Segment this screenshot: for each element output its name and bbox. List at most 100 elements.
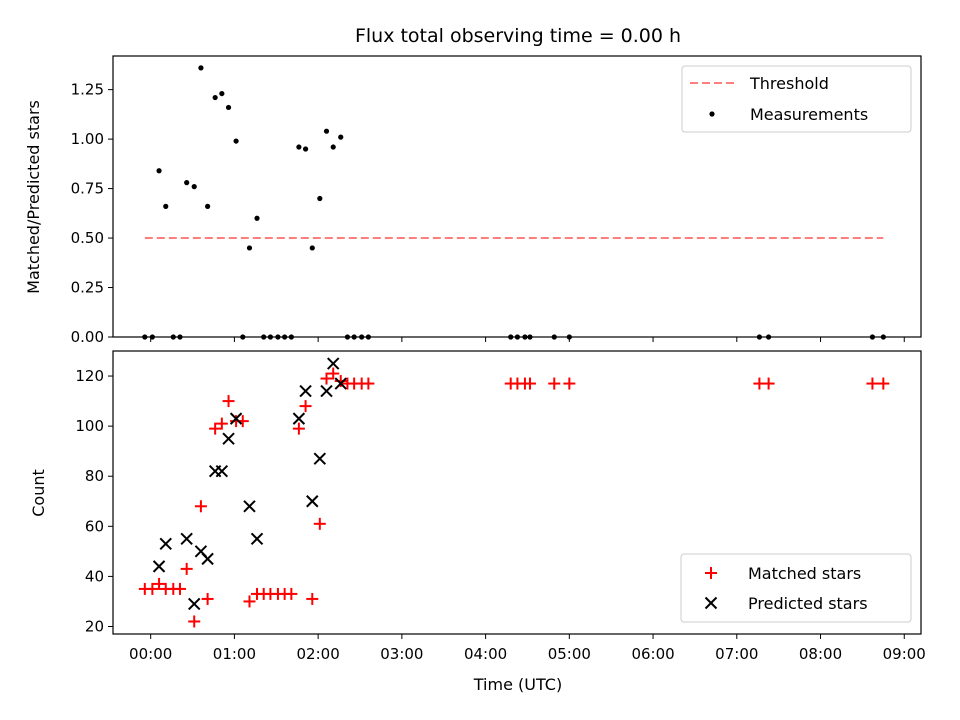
matched-star-point bbox=[866, 377, 879, 390]
top-axes: 0.00 0.25 0.50 0.75 1.00 1.25 Matched/Predict… bbox=[24, 55, 922, 346]
measurement-point bbox=[309, 245, 315, 251]
measurement-point bbox=[317, 195, 323, 202]
measurement-point bbox=[184, 180, 190, 186]
legend-threshold-label: Threshold bbox=[749, 74, 829, 93]
x-tick-label: 07:00 bbox=[715, 645, 758, 663]
predicted-star-point bbox=[250, 532, 264, 546]
predicted-star-point bbox=[334, 377, 347, 390]
predicted-star-point bbox=[215, 465, 229, 478]
matched-star-point bbox=[209, 422, 222, 435]
legend-measurements-label: Measurements bbox=[750, 105, 868, 124]
measurement-point bbox=[296, 144, 302, 150]
x-tick-label: 01:00 bbox=[213, 645, 256, 663]
measurement-point bbox=[163, 203, 169, 209]
x-tick-label: 00:00 bbox=[129, 645, 172, 663]
matched-star-point bbox=[194, 500, 207, 513]
bottom-y-tick-label: 40 bbox=[85, 567, 104, 585]
measurement-point bbox=[233, 138, 239, 144]
x-tick-label: 03:00 bbox=[380, 645, 423, 663]
measurement-point bbox=[191, 184, 197, 190]
measurement-point bbox=[198, 65, 204, 71]
predicted-star-point bbox=[243, 500, 256, 513]
matched-star-point bbox=[180, 562, 193, 575]
matched-star-point bbox=[201, 592, 214, 605]
top-y-tick-label: 0.50 bbox=[71, 229, 104, 247]
bottom-axes: 00:00 01:00 02:00 03:00 04:00 05:00 06:00 07:00… bbox=[29, 350, 926, 694]
x-axis-label: Time (UTC) bbox=[473, 675, 562, 694]
predicted-star-point bbox=[327, 357, 340, 370]
measurement-point bbox=[205, 203, 211, 209]
predicted-star-point bbox=[299, 384, 312, 398]
measurement-point bbox=[212, 94, 218, 101]
matched-star-point bbox=[243, 595, 256, 608]
legend-matched-label: Matched stars bbox=[748, 564, 861, 583]
matched-star-point bbox=[146, 582, 159, 595]
matched-star-point bbox=[173, 582, 186, 595]
matched-star-point bbox=[362, 377, 375, 390]
measurement-point bbox=[225, 104, 232, 111]
matched-star-point bbox=[563, 377, 576, 390]
x-tick-label: 08:00 bbox=[799, 645, 842, 663]
matched-star-point bbox=[285, 587, 298, 600]
predicted-star-point bbox=[313, 452, 327, 465]
matched-star-point bbox=[320, 372, 333, 385]
legend-predicted-marker bbox=[704, 596, 718, 610]
top-y-tick-label: 0.25 bbox=[71, 279, 104, 297]
bottom-legend: Matched stars Predicted stars bbox=[680, 553, 912, 623]
predicted-star-point bbox=[222, 432, 235, 445]
top-y-tick-label: 1.00 bbox=[71, 130, 104, 148]
top-axes-frame bbox=[112, 55, 922, 338]
matched-star-point bbox=[292, 422, 305, 435]
predicted-star-point bbox=[292, 412, 306, 425]
matched-star-point bbox=[548, 377, 561, 390]
predicted-star-point bbox=[320, 384, 333, 398]
predicted-star-point bbox=[188, 597, 201, 611]
matched-star-point bbox=[334, 375, 347, 388]
legend-matched-swatch bbox=[705, 567, 717, 579]
bottom-y-tick-label: 20 bbox=[85, 617, 104, 635]
measurement-point bbox=[156, 168, 162, 174]
matched-star-point bbox=[222, 395, 235, 408]
matched-star-point bbox=[153, 577, 166, 590]
matched-star-point bbox=[877, 377, 890, 390]
x-tick-label: 06:00 bbox=[631, 645, 674, 663]
top-y-tick-label: 1.25 bbox=[71, 81, 104, 99]
bottom-y-tick-label: 120 bbox=[75, 367, 104, 385]
matched-star-point bbox=[188, 615, 201, 628]
predicted-star-point bbox=[152, 560, 166, 573]
measurement-point bbox=[338, 134, 344, 140]
x-tick-label: 02:00 bbox=[297, 645, 340, 663]
x-tick-label: 09:00 bbox=[883, 645, 926, 663]
predicted-star-point bbox=[306, 495, 319, 508]
measurement-point bbox=[323, 128, 330, 134]
measurement-point bbox=[254, 215, 260, 221]
matched-star-point bbox=[762, 377, 775, 390]
bottom-legend-frame bbox=[680, 553, 912, 623]
measurement-point bbox=[330, 144, 336, 150]
top-y-tick-label: 0.00 bbox=[71, 328, 104, 346]
top-legend: Threshold Measurements bbox=[681, 65, 912, 133]
predicted-star-point bbox=[229, 412, 243, 425]
matched-star-point bbox=[313, 517, 326, 530]
top-y-axis-label: Matched/Predicted stars bbox=[24, 100, 43, 294]
x-tick-label: 05:00 bbox=[548, 645, 591, 663]
chart-title: Flux total observing time = 0.00 h bbox=[355, 25, 681, 47]
measurement-point bbox=[219, 90, 225, 97]
measurement-point bbox=[302, 146, 309, 152]
bottom-y-tick-label: 80 bbox=[85, 467, 104, 485]
x-tick-label: 04:00 bbox=[464, 645, 507, 663]
top-legend-frame bbox=[681, 65, 912, 133]
predicted-star-point bbox=[201, 552, 214, 566]
predicted-star-point bbox=[180, 532, 193, 546]
bottom-y-tick-label: 100 bbox=[75, 417, 104, 435]
predicted-star-point bbox=[159, 537, 172, 551]
bottom-axes-frame bbox=[112, 350, 922, 635]
top-y-tick-label: 0.75 bbox=[71, 180, 104, 198]
bottom-y-axis-label: Count bbox=[29, 469, 48, 517]
legend-predicted-swatch bbox=[704, 596, 718, 610]
matched-star-point bbox=[327, 367, 340, 380]
matched-star-point bbox=[523, 377, 536, 390]
matched-star-point bbox=[306, 592, 319, 605]
legend-predicted-label: Predicted stars bbox=[748, 594, 868, 613]
